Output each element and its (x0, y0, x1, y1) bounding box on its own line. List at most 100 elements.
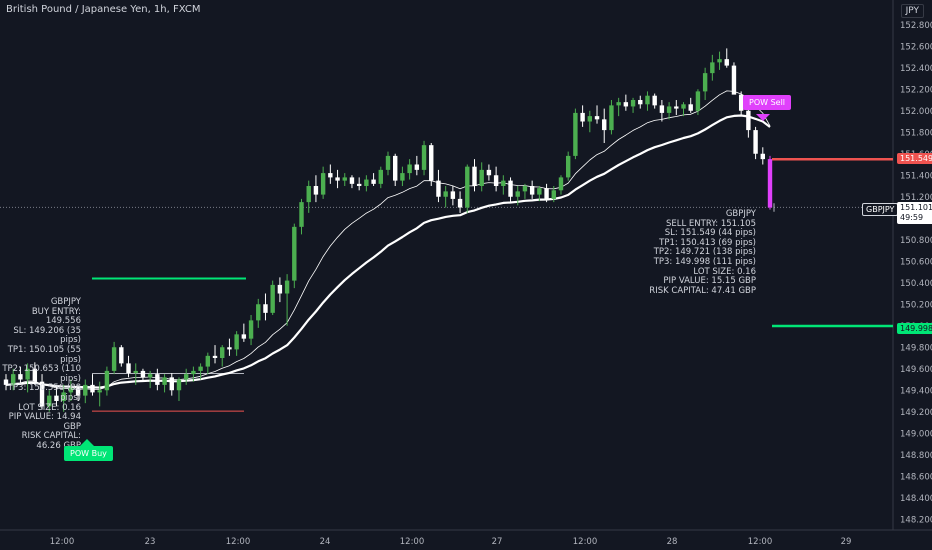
candle-body (220, 347, 224, 358)
x-tick-label: 12:00 (400, 537, 425, 547)
y-tick-label: 150.800 (900, 236, 932, 246)
candle-body (494, 175, 498, 186)
candle-body (263, 304, 267, 313)
candle-body (206, 356, 210, 367)
y-tick-label: 152.000 (900, 107, 932, 117)
x-tick-label: 24 (320, 537, 331, 547)
candle-body (487, 170, 491, 175)
candle-body (652, 96, 656, 106)
candle-body (552, 190, 556, 199)
candle-body (580, 113, 584, 122)
y-tick-label: 152.600 (900, 42, 932, 52)
buy-info-panel: GBPJPY BUY ENTRY: 149.556 SL: 149.206 (35 … (0, 298, 81, 452)
y-tick-label: 150.400 (900, 279, 932, 289)
y-tick-label: 150.200 (900, 300, 932, 310)
pow-buy-signal: POW Buy (64, 446, 113, 461)
target-price-flag: 149.998 (897, 323, 932, 334)
buy-line: SL: 149.206 (35 pips) (0, 327, 81, 346)
candle-body (667, 106, 671, 112)
candle-body (249, 320, 253, 338)
candle-body (451, 191, 455, 199)
candle-body (537, 188, 541, 194)
candle-body (371, 180, 375, 184)
candle-body (624, 102, 628, 106)
candle-body (148, 374, 152, 377)
buy-line: TP2: 150.653 (110 pips) (0, 365, 81, 384)
candle-body (573, 113, 577, 156)
candle-body (155, 374, 159, 385)
y-tick-label: 148.200 (900, 515, 932, 525)
candle-body (328, 173, 332, 177)
candle-body (725, 59, 729, 65)
candle-body (256, 304, 260, 320)
candle-body (696, 91, 700, 110)
sell-line: RISK CAPITAL: 47.41 GBP (649, 287, 756, 297)
candle-body (710, 62, 714, 73)
candle-body (126, 363, 130, 373)
candle-body (645, 96, 649, 105)
candle-body (191, 371, 195, 374)
y-tick-label: 151.400 (900, 171, 932, 181)
candle-body (242, 334, 246, 338)
y-tick-label: 149.200 (900, 408, 932, 418)
candle-body (364, 180, 368, 186)
countdown: 49:59 (900, 213, 932, 223)
stop-price-flag: 151.549 (897, 153, 932, 164)
candle-body (631, 100, 635, 106)
y-tick-label: 149.000 (900, 429, 932, 439)
candle-body (335, 177, 339, 180)
last-price: 151.101 (900, 203, 932, 213)
candle-body (177, 380, 181, 391)
x-tick-label: 27 (492, 537, 503, 547)
candle-body (162, 377, 166, 385)
candle-body (386, 156, 390, 170)
y-tick-label: 149.800 (900, 343, 932, 353)
y-tick-label: 152.400 (900, 64, 932, 74)
buy-line: TP3: 150.556 (88 pips) (0, 384, 81, 403)
candle-body (465, 167, 469, 208)
candle-body (717, 59, 721, 62)
candle-body (97, 390, 101, 392)
candle-body (112, 347, 116, 371)
symbol-flag: GBPJPY (862, 203, 898, 216)
candle-body (213, 356, 217, 358)
candle-body (681, 104, 685, 108)
candle-body (761, 154, 765, 159)
candle-body (523, 186, 527, 191)
y-tick-label: 148.800 (900, 451, 932, 461)
candle-body (588, 116, 592, 121)
candle-body (544, 188, 548, 199)
y-tick-label: 152.800 (900, 21, 932, 31)
candle-body (422, 145, 426, 170)
candle-body (674, 106, 678, 108)
buy-line: PIP VALUE: 14.94 GBP (0, 413, 81, 432)
candle-body (559, 177, 563, 190)
x-tick-label: 12:00 (226, 537, 251, 547)
candle-body (357, 184, 361, 186)
x-tick-label: 28 (667, 537, 678, 547)
y-tick-label: 148.600 (900, 472, 932, 482)
candle-body (479, 170, 483, 186)
x-tick-label: 23 (145, 537, 156, 547)
candle-body (602, 119, 606, 130)
candle-body (516, 191, 520, 196)
candle-body (105, 371, 109, 390)
candle-body (379, 170, 383, 184)
last-price-flag: 151.101 49:59 (897, 202, 932, 224)
buy-line: BUY ENTRY: 149.556 (0, 308, 81, 327)
candle-body (768, 159, 772, 207)
candle-body (616, 102, 620, 105)
candle-body (198, 367, 202, 371)
candle-body (732, 66, 736, 95)
candle-body (660, 105, 664, 113)
currency-label[interactable]: JPY (901, 4, 924, 18)
candle-body (134, 371, 138, 373)
chart-title: British Pound / Japanese Yen, 1h, FXCM (6, 4, 200, 15)
candle-body (407, 165, 411, 174)
candle-body (458, 199, 462, 208)
x-tick-label: 12:00 (748, 537, 773, 547)
candle-body (292, 227, 296, 281)
candle-body (299, 202, 303, 227)
